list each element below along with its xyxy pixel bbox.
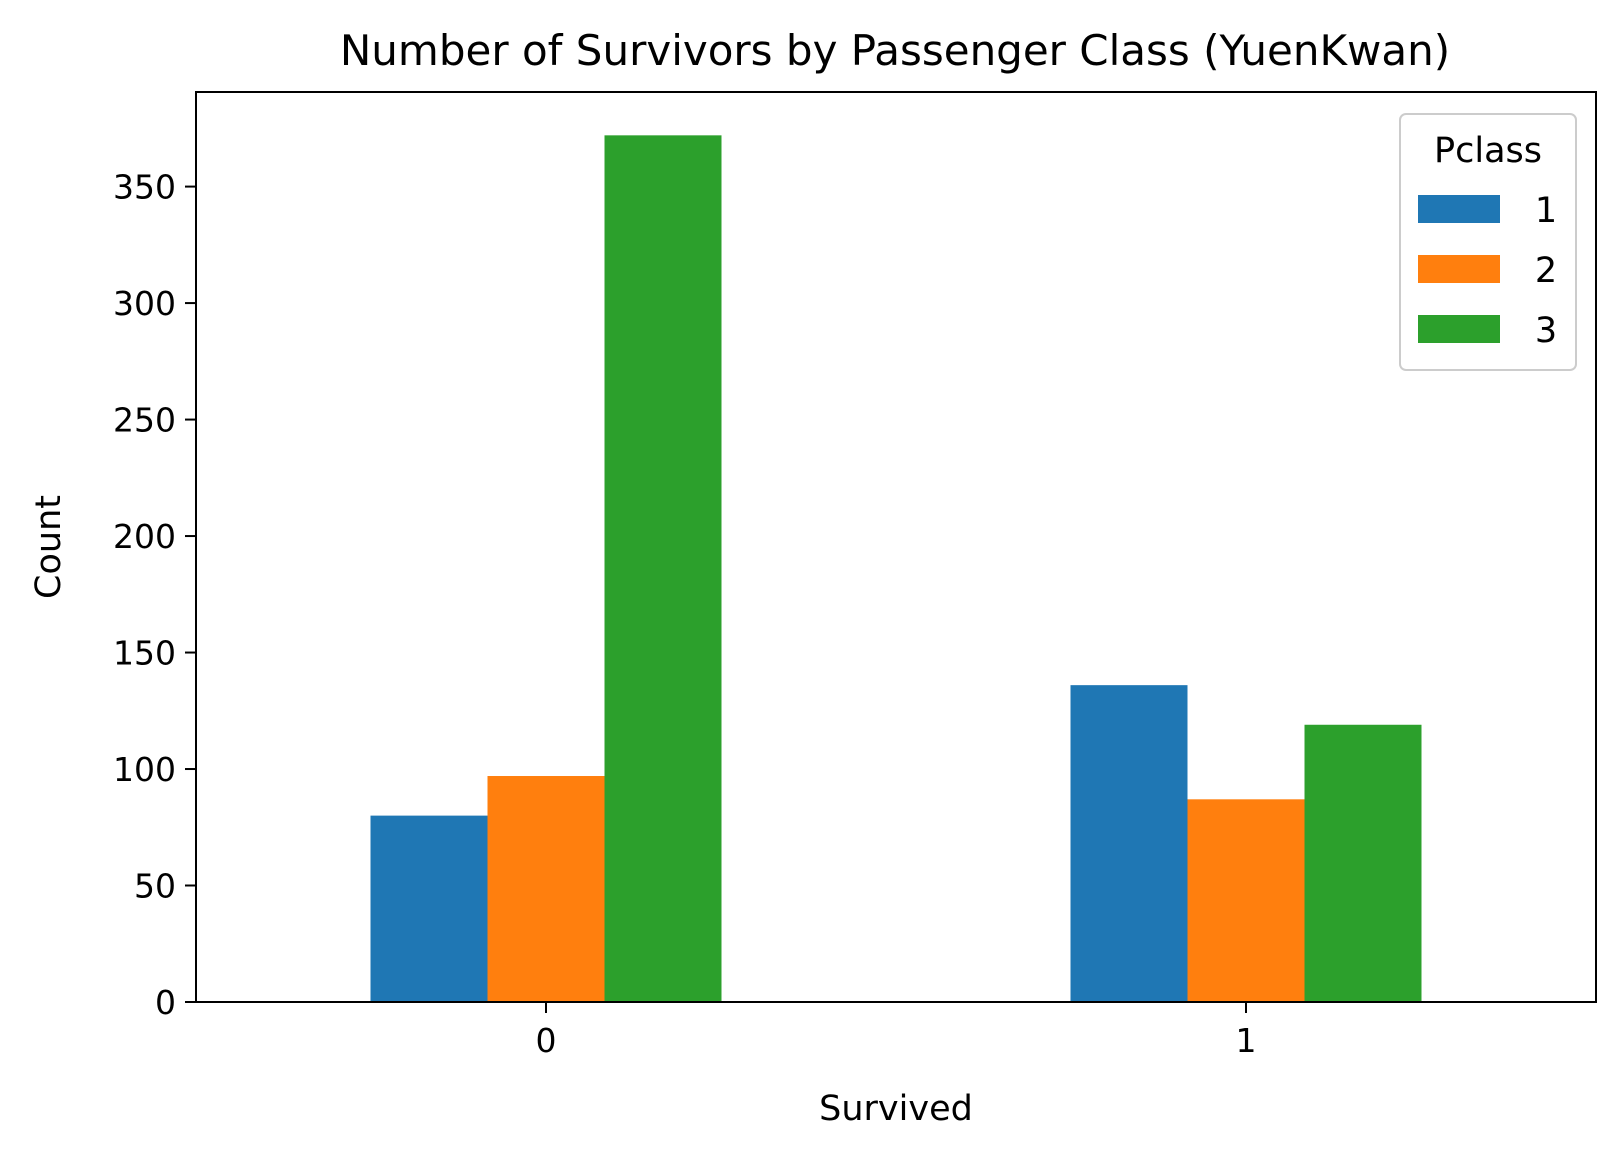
y-axis-label: Count xyxy=(29,495,69,599)
bar-class-2-survived-1 xyxy=(1187,799,1305,1002)
bar-class-1-survived-1 xyxy=(1070,685,1188,1002)
y-tick-label: 0 xyxy=(155,983,176,1022)
y-tick-label: 350 xyxy=(113,168,176,207)
bar-class-3-survived-1 xyxy=(1304,724,1422,1002)
legend-frame xyxy=(1399,113,1577,371)
bar-class-1-survived-0 xyxy=(370,815,488,1002)
y-axis: 0 50 100 150 200 250 300 350 xyxy=(113,168,196,1022)
y-tick-label: 50 xyxy=(134,867,176,906)
y-tick-label: 300 xyxy=(113,284,176,323)
legend-label-3: 3 xyxy=(1535,311,1557,351)
y-tick-label: 100 xyxy=(113,750,176,789)
x-tick-label: 1 xyxy=(1236,1021,1257,1060)
y-tick-label: 150 xyxy=(113,634,176,673)
bar-class-2-survived-0 xyxy=(487,776,605,1002)
y-tick-label: 200 xyxy=(113,517,176,556)
legend-label-1: 1 xyxy=(1535,191,1557,231)
legend-swatch-1 xyxy=(1418,195,1500,223)
x-axis-label: Survived xyxy=(819,1089,973,1129)
legend-title: Pclass xyxy=(1434,131,1542,171)
y-tick-label: 250 xyxy=(113,401,176,440)
chart-title: Number of Survivors by Passenger Class (… xyxy=(340,26,1450,75)
legend-label-2: 2 xyxy=(1535,251,1557,291)
plot-frame xyxy=(195,91,1597,1003)
x-tick-label: 0 xyxy=(536,1021,557,1060)
bar-class-3-survived-0 xyxy=(604,135,722,1003)
legend: Pclass 1 2 3 xyxy=(1399,113,1577,371)
legend-swatch-3 xyxy=(1418,315,1500,343)
bars-group xyxy=(370,135,1422,1003)
legend-swatch-2 xyxy=(1418,255,1500,283)
